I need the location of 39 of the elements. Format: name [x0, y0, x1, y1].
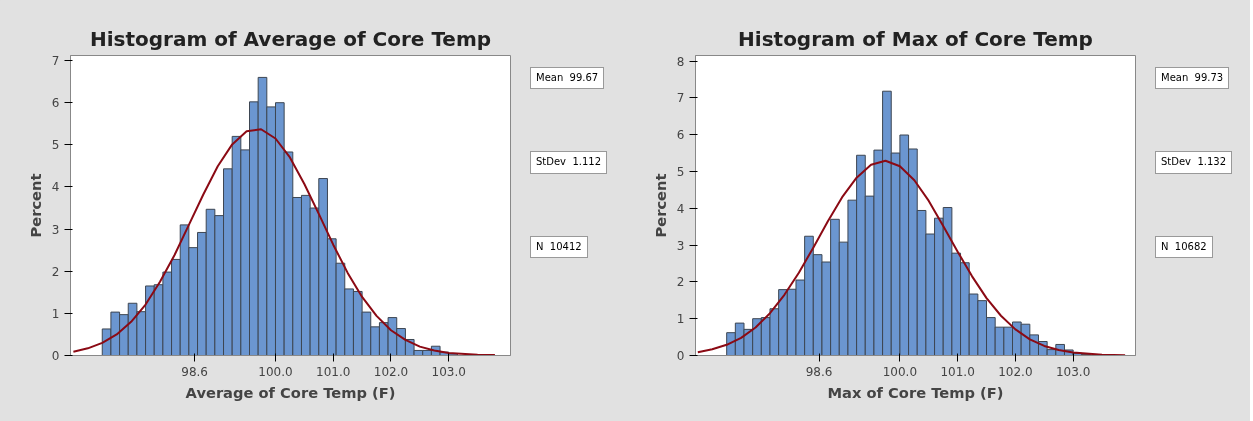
- y-tick-label: 2: [676, 275, 685, 290]
- y-axis-title: Percent: [651, 173, 669, 238]
- x-tick-label: 101.0: [940, 364, 975, 379]
- y-tick-label: 6: [676, 128, 685, 143]
- y-tick-label: 1: [51, 306, 60, 321]
- text: StDev 1.132: [1155, 151, 1233, 174]
- x-tick-label: 98.6: [181, 364, 209, 379]
- x-tick-label: 100.0: [882, 364, 918, 379]
- y-tick-label: 5: [51, 138, 60, 153]
- text: Mean 99.67: [530, 67, 605, 90]
- y-tick-label: 0: [676, 349, 685, 363]
- x-tick-label: 102.0: [373, 364, 409, 379]
- y-tick-label: 7: [51, 54, 60, 69]
- y-tick-label: 7: [676, 91, 685, 106]
- text: StDev 1.112: [530, 151, 608, 174]
- y-tick-label: 4: [51, 180, 60, 195]
- x-tick-label: 103.0: [431, 364, 466, 379]
- y-tick-label: 4: [676, 201, 685, 216]
- x-axis-title: Average of Core Temp (F): [185, 383, 396, 401]
- y-tick-label: 8: [676, 54, 685, 69]
- y-axis-title: Percent: [26, 173, 44, 238]
- x-tick-label: 101.0: [316, 364, 351, 379]
- x-axis-title: Max of Core Temp (F): [827, 383, 1004, 401]
- x-tick-label: 103.0: [1055, 364, 1091, 379]
- y-tick-label: 5: [676, 164, 685, 179]
- y-tick-label: 1: [676, 312, 685, 327]
- chart-title: Histogram of Max of Core Temp: [738, 26, 1093, 51]
- y-tick-label: 3: [51, 222, 60, 237]
- text: N 10412: [530, 235, 588, 258]
- y-tick-label: 3: [676, 238, 685, 253]
- text: Mean 99.73: [1155, 67, 1230, 90]
- y-tick-label: 6: [51, 96, 60, 111]
- x-tick-label: 100.0: [258, 364, 293, 379]
- y-tick-label: 2: [51, 264, 60, 279]
- text: N 10682: [1155, 235, 1213, 258]
- chart-title: Histogram of Average of Core Temp: [89, 26, 492, 51]
- y-tick-label: 0: [51, 349, 60, 363]
- x-tick-label: 98.6: [805, 364, 833, 379]
- x-tick-label: 102.0: [998, 364, 1033, 379]
